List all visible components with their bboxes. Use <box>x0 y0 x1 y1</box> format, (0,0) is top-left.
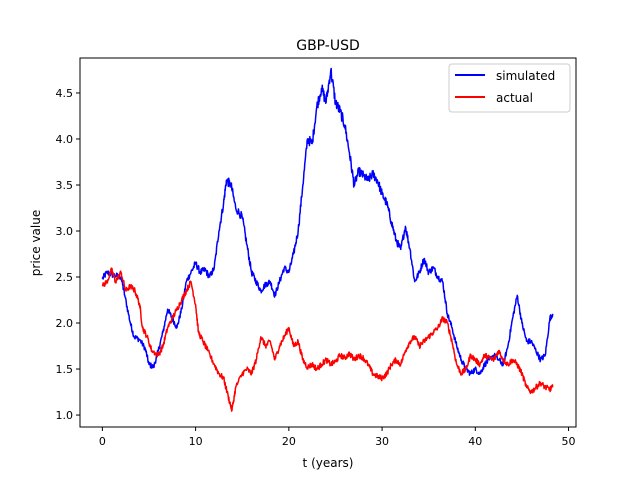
y-tick-label: 4.5 <box>56 87 74 100</box>
y-tick-label: 4.0 <box>56 133 74 146</box>
series-line-simulated <box>101 67 554 376</box>
x-tick-label: 10 <box>189 435 203 448</box>
chart-title: GBP-USD <box>296 38 360 54</box>
plot-area <box>79 57 577 428</box>
x-tick-label: 40 <box>468 435 482 448</box>
x-tick-label: 20 <box>282 435 296 448</box>
series-line-actual <box>101 267 554 412</box>
plot-frame <box>79 57 577 428</box>
legend-label-simulated: simulated <box>496 69 555 83</box>
y-tick-label: 2.0 <box>56 317 74 330</box>
y-axis-label: price value <box>29 210 43 276</box>
x-tick-label: 30 <box>375 435 389 448</box>
y-tick-label: 2.5 <box>56 271 74 284</box>
legend: simulated actual <box>448 63 571 113</box>
x-axis-label: t (years) <box>303 456 354 470</box>
y-tick-label: 1.5 <box>56 363 74 376</box>
y-tick-label: 1.0 <box>56 409 74 422</box>
x-tick-label: 50 <box>562 435 576 448</box>
y-tick-label: 3.5 <box>56 179 74 192</box>
series-layer <box>101 67 554 412</box>
x-axis: 0 10 20 30 40 50 <box>99 427 576 448</box>
y-axis: 1.0 1.5 2.0 2.5 3.0 3.5 4.0 4.5 <box>56 87 80 422</box>
legend-label-actual: actual <box>496 91 533 105</box>
y-tick-label: 3.0 <box>56 225 74 238</box>
x-tick-label: 0 <box>99 435 106 448</box>
